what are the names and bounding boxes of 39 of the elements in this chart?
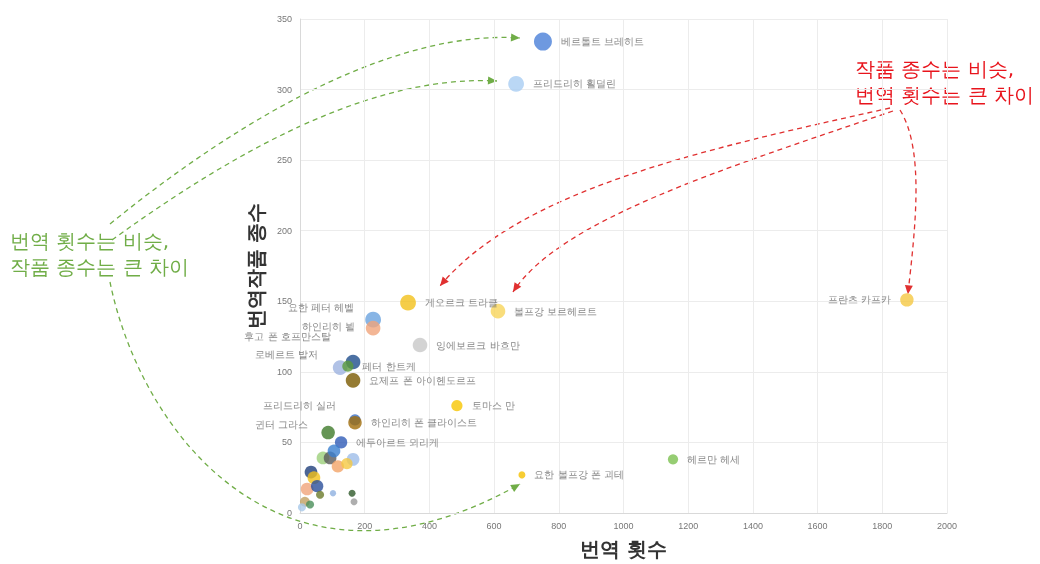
y-tick-label: 50 — [281, 437, 292, 448]
y-tick-label: 250 — [276, 155, 292, 166]
y-tick-label: 0 — [286, 508, 292, 518]
y-tick-label: 200 — [276, 225, 292, 236]
data-label: 베르톨트 브레히트 — [560, 36, 645, 48]
y-tick-label: 300 — [276, 84, 292, 95]
data-label: 로베르트 발저 — [254, 349, 318, 361]
x-tick-label: 600 — [486, 520, 502, 531]
x-tick-label: 400 — [421, 520, 437, 531]
data-label: 페터 한트케 — [362, 360, 416, 372]
data-label: 후고 폰 호프만스탈 — [244, 331, 331, 343]
data-label: 게오르크 트라클 — [424, 297, 499, 309]
data-label: 요제프 폰 아이헨도르프 — [369, 374, 476, 386]
data-label: 하인리히 폰 클라이스트 — [370, 417, 478, 429]
data-label: 볼프강 보르헤르트 — [514, 305, 598, 317]
data-label: 프리드리히 실러 — [263, 400, 337, 412]
data-label: 하인리히 뵐 — [301, 320, 355, 332]
x-tick-label: 800 — [551, 520, 567, 531]
x-tick-label: 1600 — [807, 520, 828, 531]
data-label: 요한 볼프강 폰 괴테 — [534, 469, 624, 481]
x-tick-label: 2000 — [936, 520, 958, 531]
x-axis-title: 번역 횟수 — [580, 537, 667, 561]
y-tick-label: 350 — [276, 14, 292, 24]
x-tick-label: 1000 — [613, 520, 634, 531]
text: 번역 횟수는 비슷, 작품 종수는 큰 차이 — [10, 229, 190, 279]
y-axis-title: 번역작품 종수 — [244, 202, 269, 330]
data-label: 토마스 만 — [471, 400, 515, 412]
x-tick-label: 1200 — [678, 520, 699, 531]
x-tick-label: 0 — [297, 520, 303, 531]
x-tick-label: 200 — [357, 520, 373, 531]
data-label: 잉에보르크 바흐만 — [436, 339, 520, 351]
x-tick-label: 1400 — [742, 520, 763, 531]
data-label: 헤르만 헤세 — [687, 453, 741, 465]
data-label: 프란츠 카프카 — [827, 294, 892, 306]
y-tick-label: 100 — [276, 366, 292, 377]
data-label: 귄터 그라스 — [255, 419, 309, 431]
x-tick-label: 1800 — [872, 520, 893, 531]
data-label: 프리드리히 횔덜린 — [533, 78, 617, 90]
data-label: 에두아르트 뫼리케 — [356, 436, 440, 448]
